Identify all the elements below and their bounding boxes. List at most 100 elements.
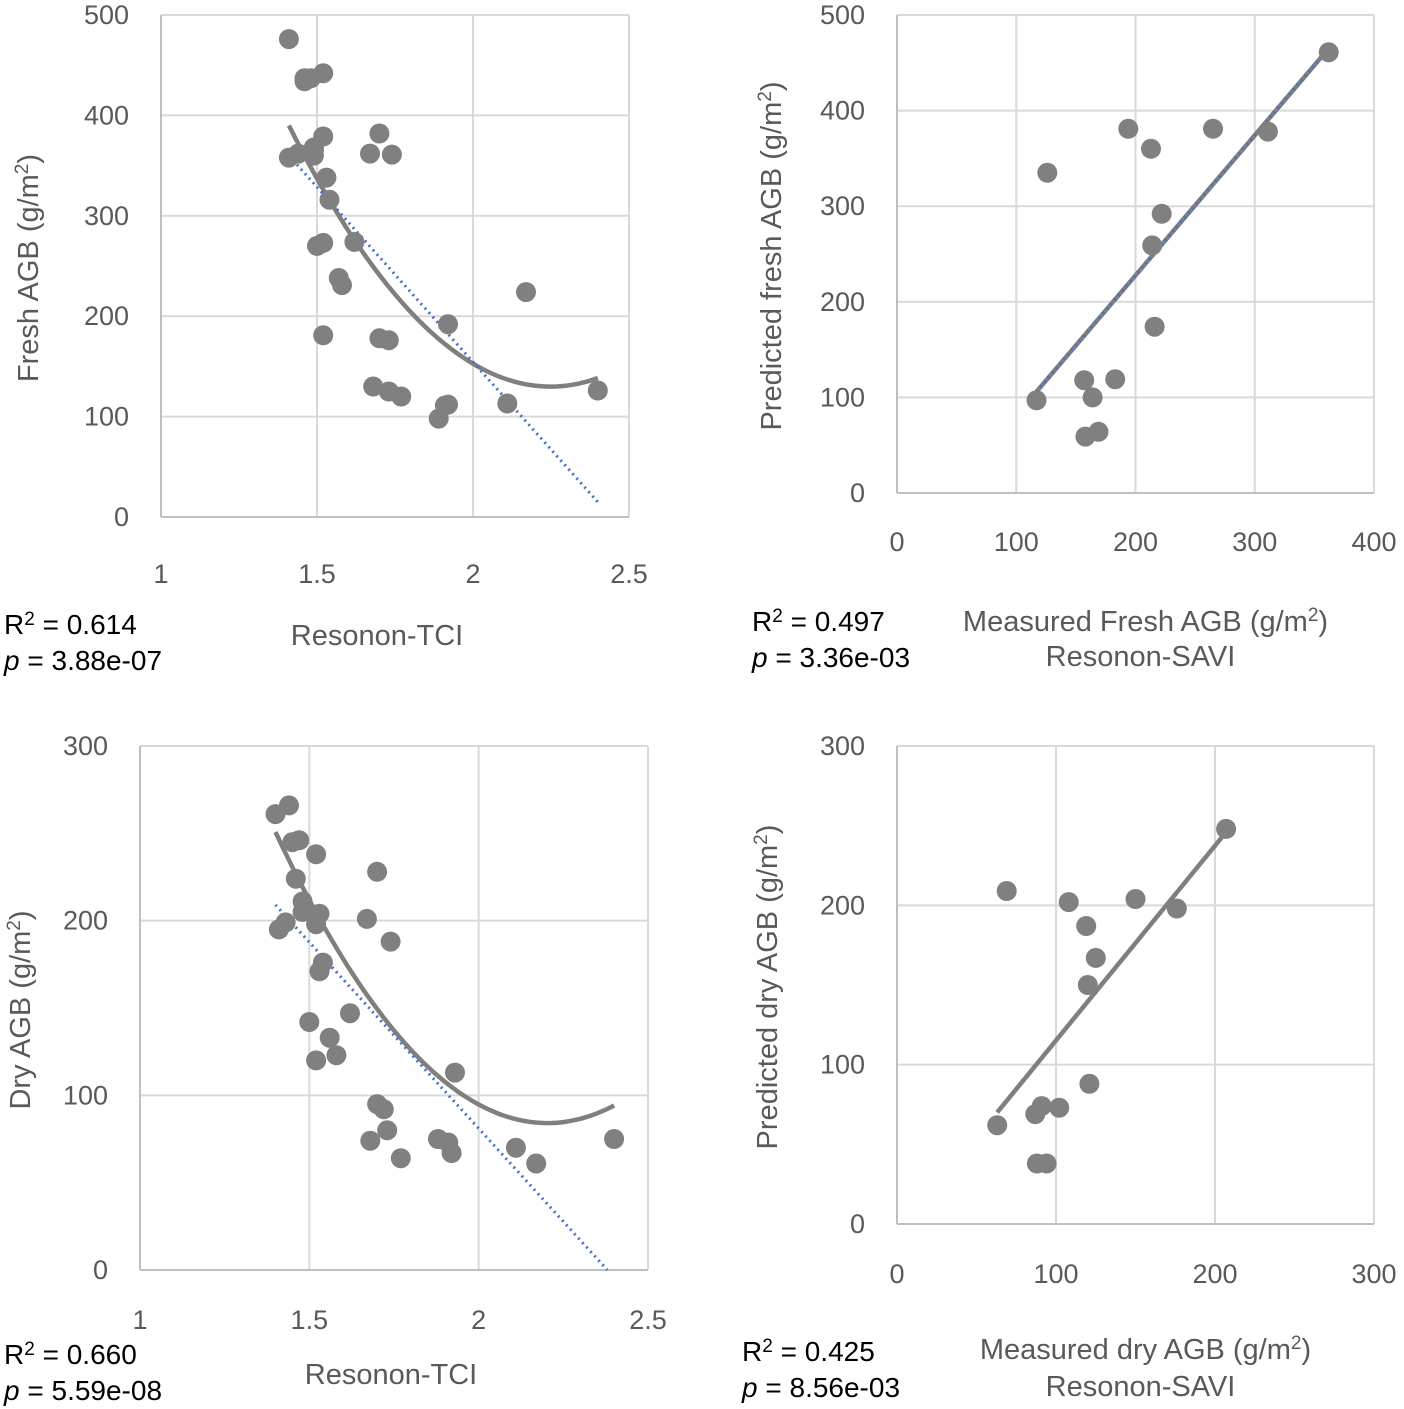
panel1-data-point: [381, 144, 402, 165]
panel3-data-point: [292, 901, 313, 922]
panel4-r2-value: = 0.425: [780, 1336, 875, 1367]
panel2-chart: 0 100 200 300 400 0 100 200 300 400 500 Resonon-SAV…: [820, 0, 1397, 673]
panel3-data-point: [390, 1148, 411, 1169]
panel4-y-tick-label: 200: [820, 890, 865, 920]
panel2-y-tick-label: 300: [820, 191, 865, 221]
panel3-data-point: [279, 795, 299, 816]
panel2-data-point: [1037, 162, 1058, 183]
panel2-data-point: [1082, 387, 1103, 408]
panel2-data-point: [1151, 203, 1172, 224]
panel1-y-tick-label: 200: [84, 301, 129, 331]
panel3-p-symbol: p: [4, 1375, 20, 1406]
panel4-p-value: = 8.56e-03: [765, 1372, 901, 1403]
panel3-r2-sup: 2: [24, 1339, 35, 1360]
panel3-r2-value: = 0.660: [42, 1339, 137, 1370]
panel4-data-point: [1036, 1153, 1057, 1174]
panel2-x-tick-label: 300: [1232, 527, 1277, 557]
panel3-x-tick-label: 2.5: [629, 1305, 667, 1335]
panel3-x-tick-label: 1.5: [291, 1305, 329, 1335]
panel2-data-point: [1088, 421, 1109, 442]
panel4-x-label: Measured dry AGB (g/m2): [980, 1333, 1311, 1366]
panel4-stats: R2 = 0.425 p = 8.56e-03: [742, 1329, 900, 1406]
panel2-data-point: [1318, 42, 1339, 63]
panel3-poly-fit-line: [273, 831, 616, 1126]
panel3-data-point: [326, 1045, 347, 1066]
panel3-data-point: [319, 1027, 340, 1048]
panel3-y-tick-label: 200: [63, 906, 108, 936]
panel3-x-tick-label: 2: [471, 1305, 486, 1335]
panel2-x-label: Measured Fresh AGB (g/m2): [963, 605, 1328, 638]
panel3-data-point: [505, 1137, 526, 1158]
panel4-linear-fit-line: [995, 830, 1228, 1114]
panel2-subtitle: Resonon-SAVI: [1046, 641, 1236, 673]
panel1-r2-value: = 0.614: [42, 609, 137, 640]
panel1-p-value: = 3.88e-07: [27, 645, 163, 676]
panel4-x-tick-label: 100: [1033, 1259, 1078, 1289]
panel1-y-tick-label: 300: [84, 201, 129, 231]
panel4-y-tick-label: 0: [850, 1209, 865, 1239]
panel3-data-point: [380, 931, 401, 952]
panel3-data-point: [285, 868, 306, 889]
panel3-y-tick-label: 300: [63, 731, 108, 761]
panel2-data-point: [1118, 118, 1139, 139]
panel3-data-point: [441, 1143, 462, 1163]
panel2-p-symbol: p: [752, 642, 768, 673]
panel4-data-point: [996, 881, 1017, 901]
panel4-data-point: [1079, 1073, 1100, 1094]
panel3-x-label: Resonon-TCI: [305, 1359, 477, 1391]
panel1-data-point: [497, 393, 518, 414]
panel4-data-point: [1125, 889, 1146, 909]
panel1-poly-fit-line: [286, 124, 599, 389]
panel4-p-symbol: p: [742, 1372, 758, 1403]
panel2-data-point: [1074, 370, 1095, 391]
panel1-x-tick-label: 2.5: [610, 559, 648, 589]
panel3-data-point: [299, 1012, 320, 1032]
panel2-data-point: [1141, 138, 1161, 159]
panel3-chart: 1 1.5 2 2.5 0 100 200 300 Resonon-TCI: [63, 731, 667, 1391]
panel4-data-point: [1076, 916, 1097, 936]
panel1-data-point: [438, 394, 458, 415]
panel1-x-tick-label: 1: [153, 559, 168, 589]
panel3-data-point: [373, 1099, 394, 1120]
panel1-data-point: [319, 189, 340, 210]
panel1-data-point: [516, 282, 536, 303]
panel4-data-point: [1058, 892, 1079, 913]
panel2-y-tick-label: 500: [820, 0, 865, 30]
panel1-p-symbol: p: [4, 645, 20, 676]
panel1-y-label: Fresh AGB (g/m2): [12, 154, 45, 382]
panel3-y-tick-label: 100: [63, 1080, 108, 1110]
panel4-x-tick-label: 200: [1192, 1259, 1237, 1289]
panel1-x-tick-label: 2: [465, 559, 480, 589]
panel1-y-tick-label: 500: [84, 0, 129, 30]
panel2-stats: R2 = 0.497 p = 3.36e-03: [752, 599, 910, 676]
panel3-y-tick-label: 0: [93, 1255, 108, 1285]
panel3-data-point: [306, 914, 327, 935]
panel3-data-point: [604, 1129, 625, 1149]
panel4-x-tick-label: 300: [1351, 1259, 1396, 1289]
panel2-data-point: [1203, 118, 1223, 139]
panel1-x-tick-label: 1.5: [298, 559, 336, 589]
panel1-data-point: [313, 63, 334, 84]
panel4-r2-symbol: R: [742, 1336, 763, 1367]
panel4-data-point: [987, 1115, 1008, 1136]
panel2-data-point: [1142, 235, 1163, 256]
panel2-x-tick-label: 0: [889, 527, 904, 557]
panel4-data-point: [1216, 818, 1237, 839]
panel4-subtitle: Resonon-SAVI: [1046, 1371, 1236, 1403]
panel3-data-point: [377, 1120, 398, 1141]
panel4-y-label: Predicted dry AGB (g/m2): [751, 825, 784, 1150]
panel4-chart: 0 100 200 300 0 100 200 300 Resonon-SAVI: [820, 731, 1397, 1403]
panel4-y-tick-label: 100: [820, 1050, 865, 1080]
panel1-data-point: [288, 143, 309, 164]
panel2-data-point: [1026, 390, 1047, 411]
panel3-linear-trend-dotted: [274, 903, 609, 1272]
panel2-y-tick-label: 400: [820, 96, 865, 126]
panel1-data-point: [313, 232, 334, 253]
panel3-data-point: [306, 844, 327, 865]
panel4-data-point: [1049, 1097, 1070, 1118]
panel2-x-tick-label: 400: [1351, 527, 1396, 557]
panel3-data-point: [309, 961, 330, 982]
panel4-data-point: [1077, 975, 1098, 995]
panel3-stats: R2 = 0.660 p = 5.59e-08: [4, 1332, 162, 1409]
